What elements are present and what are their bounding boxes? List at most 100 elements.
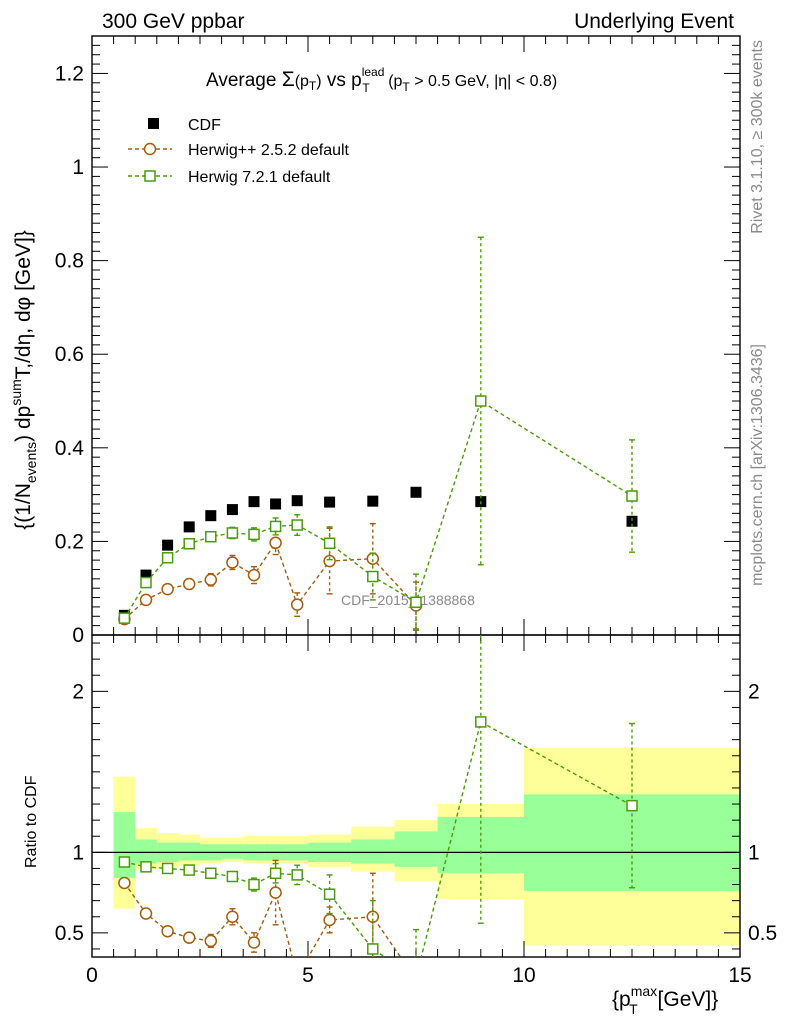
ratio-point-herwigpp xyxy=(204,934,218,948)
main-point-cdf xyxy=(410,486,422,498)
ratio-point-herwigpp xyxy=(182,931,196,944)
main-point-cdf xyxy=(248,496,260,508)
ratio-point-herwigpp xyxy=(139,907,153,920)
ratio-point-herwig7 xyxy=(269,867,282,880)
legend-marker-cdf xyxy=(148,118,159,129)
x-tick-label: 15 xyxy=(728,964,751,987)
ratio-point-herwig7 xyxy=(475,716,487,728)
main-point-herwigpp xyxy=(139,593,153,607)
ratio-series-1 xyxy=(118,859,402,957)
main-point-herwig7 xyxy=(161,552,174,564)
main-series-2 xyxy=(118,236,638,632)
main-point-cdf xyxy=(140,569,152,581)
main-y-tick-label: 1.2 xyxy=(55,62,84,85)
main-point-herwig7 xyxy=(291,519,303,531)
ratio-band-green-1 xyxy=(135,839,157,864)
main-point-cdf xyxy=(626,515,638,527)
main-point-herwigpp xyxy=(323,554,336,568)
ratio-point-herwig7 xyxy=(118,856,131,868)
main-point-herwigpp xyxy=(247,568,261,582)
main-point-herwigpp xyxy=(290,598,304,611)
legend-label-herwigpp: Herwig++ 2.5.2 default xyxy=(188,142,350,159)
y-axis-label-main: {(1/Nevents) dpsumT,/dη, dφ [GeV]} xyxy=(8,230,39,530)
ratio-band-green-5 xyxy=(221,844,244,859)
ratio-point-herwig7 xyxy=(323,888,336,900)
ratio-point-herwig7 xyxy=(291,869,303,881)
main-point-cdf xyxy=(367,495,379,507)
main-point-herwig7 xyxy=(118,612,131,624)
ratio-point-herwigpp xyxy=(269,886,282,899)
ratio-point-herwig7 xyxy=(226,870,239,883)
x-tick-label: 0 xyxy=(86,964,98,987)
header-left: 300 GeV ppbar xyxy=(102,10,244,33)
ratio-point-herwigpp xyxy=(226,910,239,923)
main-y-tick-label: 0.8 xyxy=(55,250,84,273)
legend-marker-herwig7 xyxy=(144,170,156,182)
main-y-tick-label: 0.6 xyxy=(55,343,84,366)
main-point-cdf xyxy=(226,504,238,516)
main-point-herwigpp xyxy=(204,573,218,587)
main-series-line xyxy=(123,399,633,619)
main-point-herwig7 xyxy=(140,576,152,589)
ratio-band-green-0 xyxy=(113,812,136,879)
legend-marker-herwigpp xyxy=(143,142,157,156)
main-y-tick-label: 1 xyxy=(72,156,84,179)
main-point-herwig7 xyxy=(226,527,239,539)
main-point-herwig7 xyxy=(269,520,282,533)
ratio-series-2 xyxy=(118,635,638,983)
ratio-point-herwig7 xyxy=(205,867,217,880)
main-point-cdf xyxy=(291,495,303,507)
ratio-y-tick-label-right: 0.5 xyxy=(748,922,777,945)
main-point-cdf xyxy=(205,510,217,522)
ratio-point-herwig7 xyxy=(183,864,195,876)
ratio-point-herwig7 xyxy=(626,799,638,812)
ratio-point-herwigpp xyxy=(323,913,336,927)
x-axis-label: {pmax T [GeV]} xyxy=(612,983,718,1017)
main-point-herwig7 xyxy=(323,537,336,550)
main-point-herwig7 xyxy=(248,528,260,541)
ratio-point-herwig7 xyxy=(140,861,152,873)
main-point-cdf xyxy=(270,498,282,510)
legend: CDF Herwig++ 2.5.2 default Herwig 7.2.1 … xyxy=(128,117,350,186)
y-axis-label-ratio: Ratio to CDF xyxy=(23,775,40,868)
ratio-point-herwig7 xyxy=(367,943,379,955)
main-point-herwig7 xyxy=(410,596,422,608)
ratio-point-herwig7 xyxy=(411,973,421,983)
ratio-bands xyxy=(113,747,740,946)
ratio-point-herwigpp xyxy=(118,876,131,890)
main-point-herwigpp xyxy=(226,556,239,569)
ratio-series-line xyxy=(123,882,402,957)
main-point-herwig7 xyxy=(183,537,195,550)
main-point-herwigpp xyxy=(182,577,196,591)
ratio-point-herwigpp xyxy=(161,924,174,938)
x-tick-label: 10 xyxy=(512,964,535,987)
main-point-herwigpp xyxy=(161,582,174,596)
ratio-y-tick-label-left: 0.5 xyxy=(55,922,84,945)
header-right: Underlying Event xyxy=(574,10,734,33)
mcplots-label: mcplots.cern.ch [arXiv:1306.3436] xyxy=(749,344,766,586)
main-point-herwig7 xyxy=(367,570,379,583)
ratio-point-herwigpp xyxy=(366,910,380,923)
ratio-point-herwig7 xyxy=(161,862,174,875)
x-tick-label: 5 xyxy=(302,964,314,987)
rivet-label: Rivet 3.1.10, ≥ 300k events xyxy=(749,40,766,234)
main-y-tick-label: 0.4 xyxy=(55,437,85,460)
main-point-cdf xyxy=(183,521,195,533)
legend-label-herwig7: Herwig 7.2.1 default xyxy=(188,169,331,186)
main-y-tick-label: 0.2 xyxy=(55,530,84,553)
ratio-band-green-3 xyxy=(178,842,200,861)
main-y-tick-label: 0 xyxy=(72,624,84,647)
ratio-y-tick-label-left: 2 xyxy=(72,680,84,703)
ratio-y-tick-label-left: 1 xyxy=(72,841,84,864)
analysis-watermark: CDF_2015_I1388868 xyxy=(341,592,475,608)
ratio-band-green-10 xyxy=(351,839,395,864)
main-point-cdf xyxy=(162,539,174,551)
main-point-herwigpp xyxy=(269,536,282,550)
plot-layer: 0 5 10 15 0 0.2 0.4 0.6 0.8 1 1.2 0.5 0.5 1 1 2 2 xyxy=(55,35,777,987)
main-point-cdf xyxy=(324,496,336,508)
legend-label-cdf: CDF xyxy=(188,117,221,134)
main-point-herwig7 xyxy=(205,530,217,543)
main-point-herwig7 xyxy=(475,395,487,407)
ratio-y-tick-label-right: 2 xyxy=(748,680,760,703)
